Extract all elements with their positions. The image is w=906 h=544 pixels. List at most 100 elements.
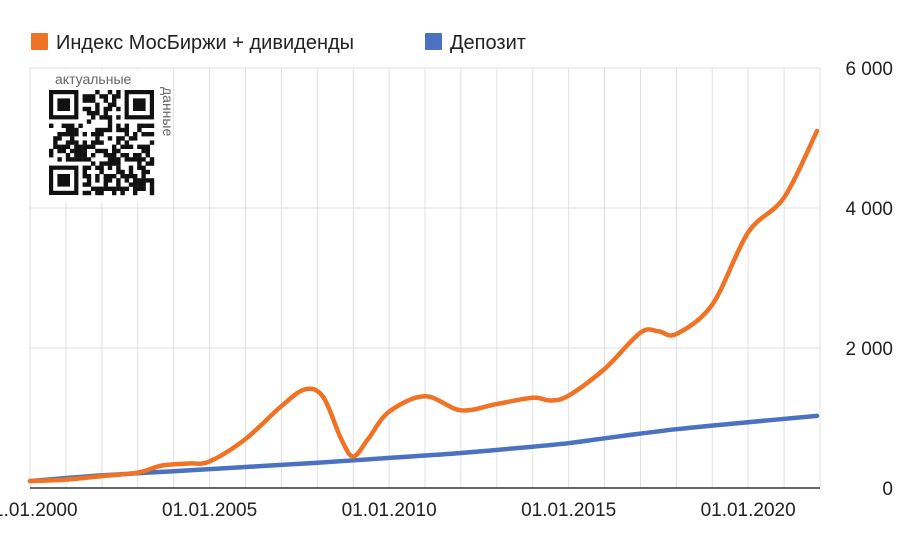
y-tick-label: 6 000	[845, 59, 893, 80]
qr-module	[124, 174, 129, 179]
qr-module	[82, 157, 87, 162]
qr-module	[112, 190, 117, 196]
series-lines	[27, 128, 820, 484]
qr-module	[120, 190, 125, 196]
qr-module	[141, 169, 146, 175]
qr-module	[103, 98, 108, 103]
qr-module	[107, 127, 113, 133]
qr-module	[91, 186, 96, 191]
qr-module	[149, 178, 155, 183]
qr-module	[99, 140, 104, 145]
qr-module	[74, 140, 79, 145]
qr-module	[137, 182, 142, 187]
qr-module	[133, 174, 138, 179]
qr-finder-inner	[57, 174, 70, 187]
qr-module	[141, 178, 146, 183]
legend-label-index: Индекс МосБиржи + дивиденды	[56, 32, 354, 54]
qr-module	[149, 157, 155, 162]
qr-finder-inner	[133, 98, 146, 111]
qr-module	[145, 161, 150, 166]
qr-module	[95, 127, 100, 133]
qr-module	[82, 94, 87, 99]
qr-module	[112, 102, 117, 107]
qr-module	[133, 182, 138, 187]
qr-module	[107, 106, 113, 112]
qr-module	[137, 161, 142, 166]
qr-module	[107, 178, 113, 183]
qr-module	[74, 132, 79, 137]
qr-module	[95, 102, 100, 107]
qr-module	[112, 161, 117, 166]
qr-finder-inner	[57, 98, 70, 111]
qr-module	[70, 148, 75, 154]
qr-module	[116, 127, 121, 133]
qr-module	[65, 123, 71, 128]
qr-module	[116, 123, 121, 128]
qr-module	[141, 182, 146, 187]
qr-module	[86, 119, 92, 124]
qr-module	[116, 178, 121, 183]
qr-module	[86, 144, 92, 149]
qr-module	[82, 182, 87, 187]
qr-module	[74, 148, 79, 154]
qr-module	[86, 98, 92, 103]
qr-module	[133, 178, 138, 183]
qr-module	[107, 90, 113, 95]
qr-module	[141, 132, 146, 137]
qr-module	[112, 153, 117, 158]
axes: 0 2 000 4 000 6 000 01.01.2000 01.01.2005 01.0…	[0, 59, 893, 521]
qr-module	[103, 148, 108, 154]
qr-module	[70, 132, 75, 137]
qr-module	[116, 94, 121, 99]
qr-module	[133, 153, 138, 158]
qr-module	[91, 111, 96, 116]
qr-module	[86, 174, 92, 179]
qr-module	[128, 144, 134, 149]
y-tick-label: 4 000	[845, 199, 893, 220]
qr-module	[95, 165, 100, 170]
qr-module	[133, 136, 138, 141]
qr-module	[112, 148, 117, 154]
qr-module	[53, 136, 58, 141]
qr-module	[103, 153, 108, 158]
qr-module	[124, 153, 129, 158]
qr-module	[65, 144, 71, 149]
qr-module	[145, 123, 150, 128]
qr-module	[95, 174, 100, 179]
qr-module	[120, 186, 125, 191]
qr-module	[128, 136, 134, 141]
qr-module	[149, 182, 155, 187]
qr-module	[86, 165, 92, 170]
qr-module	[149, 161, 155, 166]
qr-module	[124, 123, 129, 128]
qr-module	[103, 182, 108, 187]
qr-module	[78, 144, 83, 149]
y-tick-label: 0	[882, 479, 893, 500]
qr-module	[103, 178, 108, 183]
qr-module	[137, 127, 142, 133]
qr-module	[91, 153, 96, 158]
qr-module	[95, 111, 100, 116]
qr-module	[124, 144, 129, 149]
series-line-deposit	[27, 413, 820, 484]
qr-module	[120, 144, 125, 149]
qr-module	[137, 165, 142, 170]
qr-module	[91, 132, 96, 137]
qr-module	[124, 132, 129, 137]
qr-module	[116, 165, 121, 170]
qr-module	[128, 182, 134, 187]
qr-module	[78, 157, 83, 162]
qr-module	[128, 157, 134, 162]
qr-module	[99, 127, 104, 133]
qr-module	[57, 144, 62, 149]
qr-caption-side: данные	[160, 87, 176, 136]
qr-module	[49, 153, 54, 158]
qr-module	[91, 144, 96, 149]
qr-module	[99, 148, 104, 154]
qr-module	[149, 132, 155, 137]
qr-module	[86, 182, 92, 187]
qr-module	[70, 136, 75, 141]
qr-module	[107, 102, 113, 107]
qr-module	[86, 157, 92, 162]
qr-module	[103, 115, 108, 120]
